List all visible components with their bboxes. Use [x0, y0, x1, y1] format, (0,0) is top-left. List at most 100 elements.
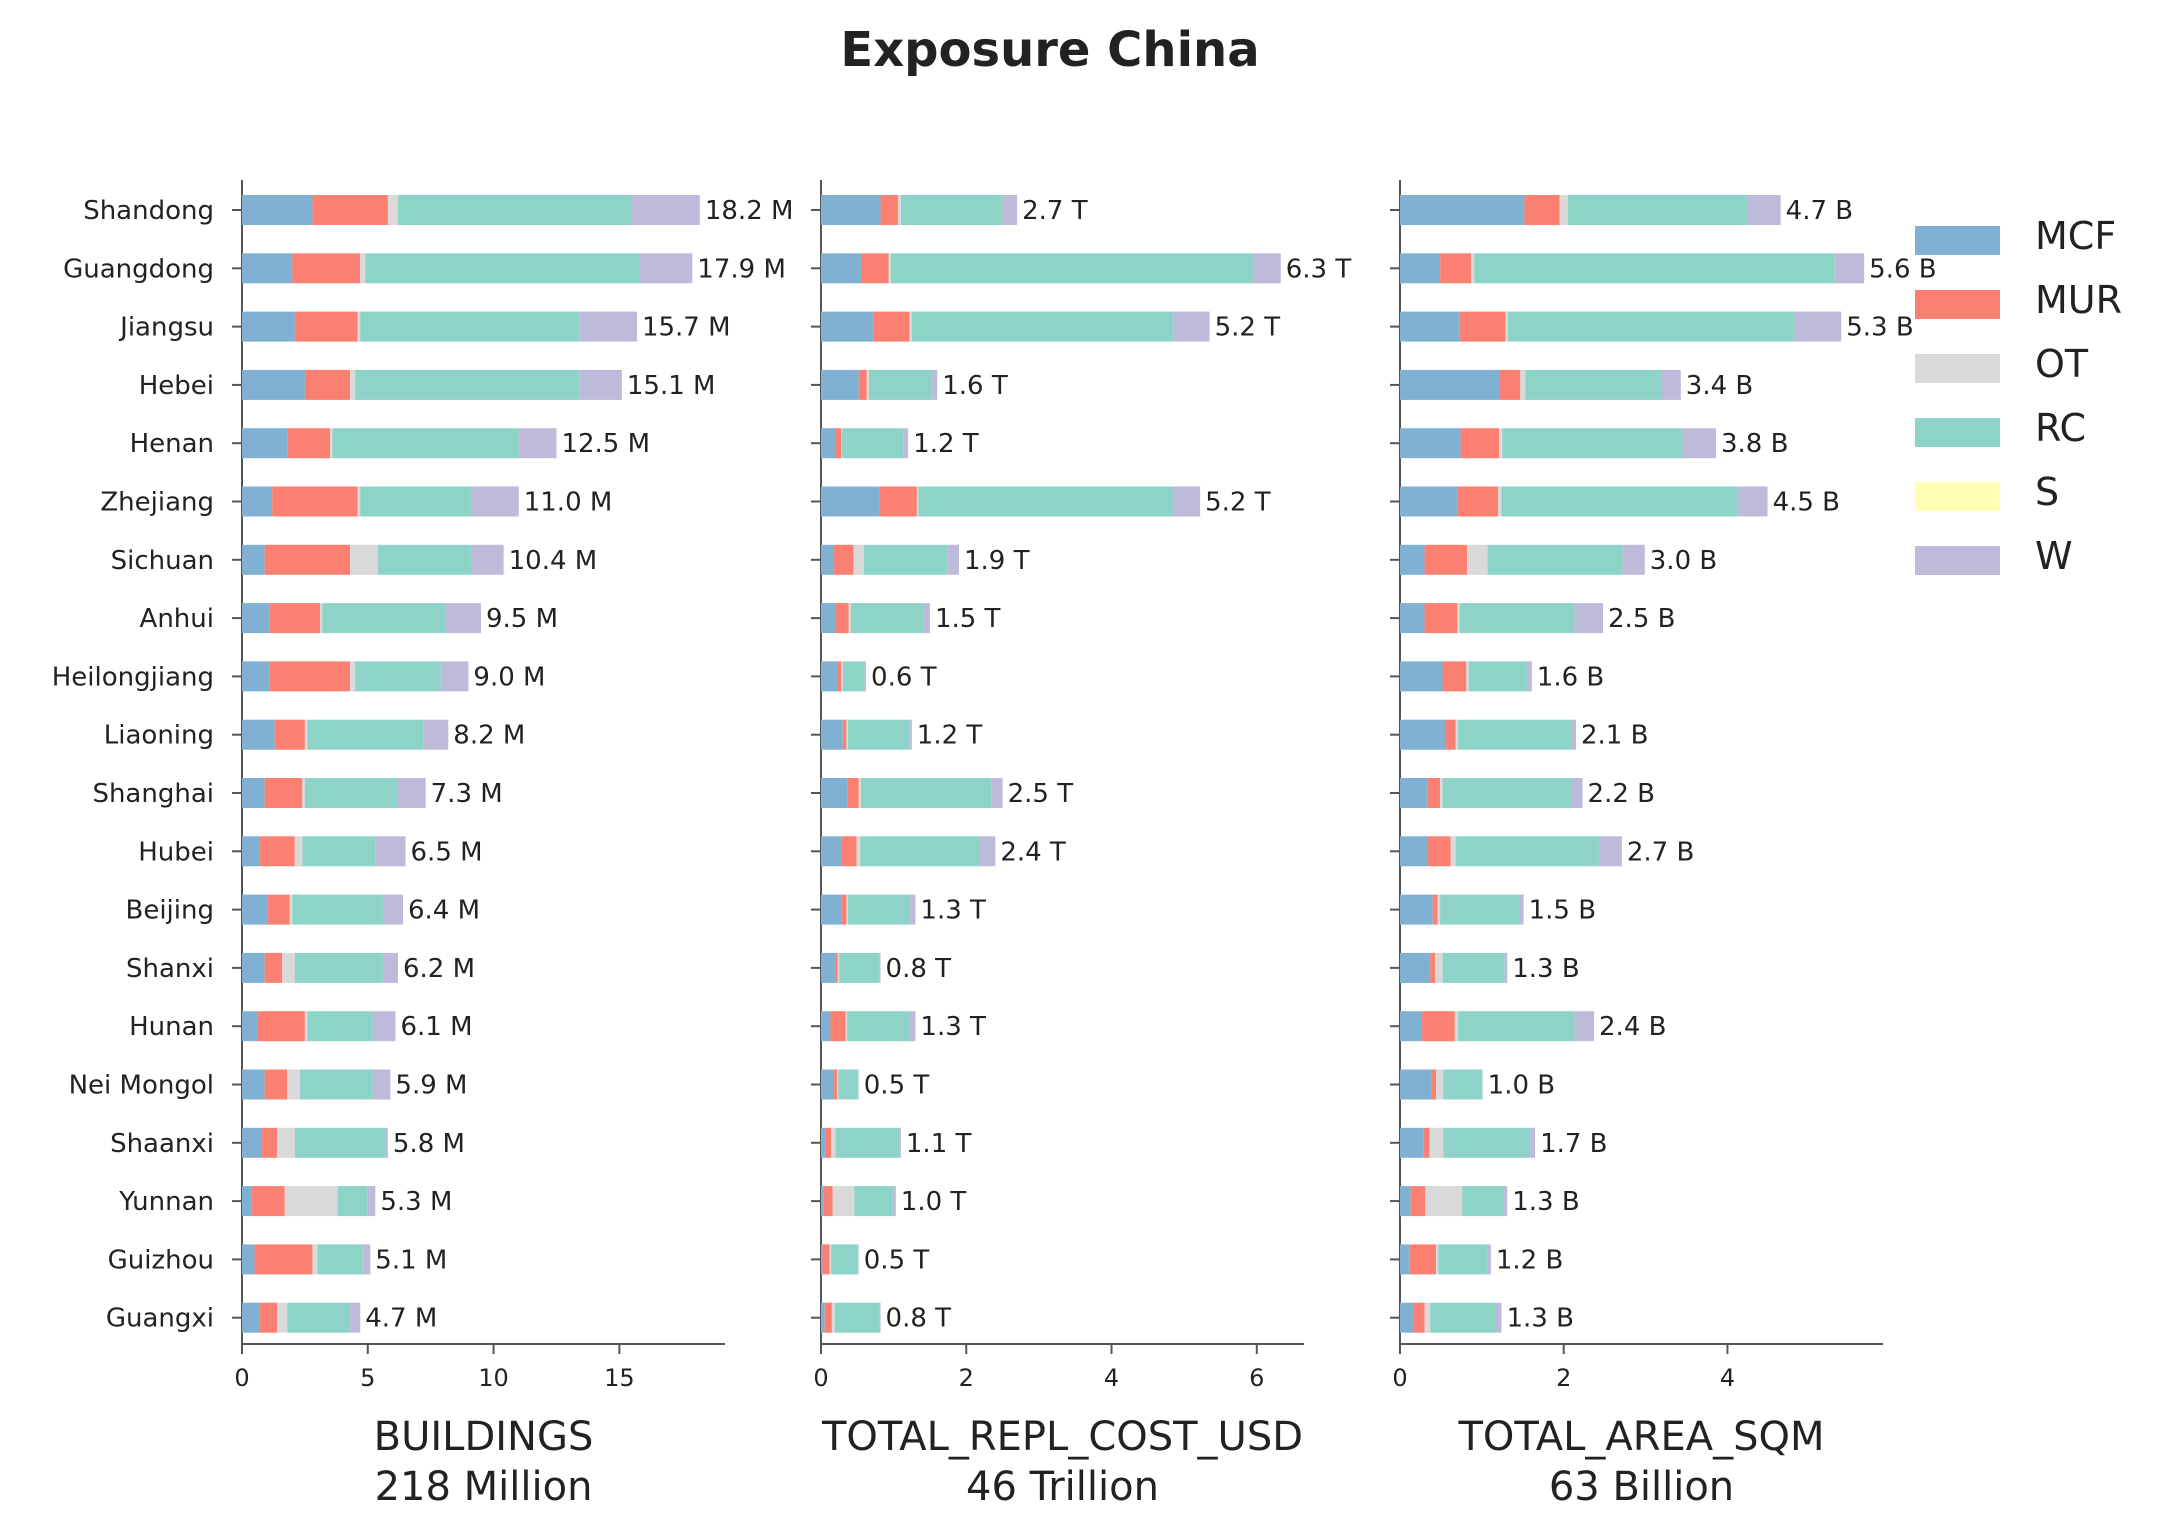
bar-segment-ot — [1450, 836, 1456, 867]
bar-total-label: 1.3 B — [1512, 954, 1579, 984]
bar-segment-ot — [287, 1069, 300, 1100]
bar-segment-w — [470, 544, 504, 575]
bar-total-label: 0.6 T — [871, 662, 937, 692]
bar-segment-ot — [832, 1186, 855, 1217]
x-tick-label: 6 — [1249, 1364, 1264, 1392]
bar-segment-rc — [838, 1069, 858, 1100]
legend-label-ot: OT — [2035, 342, 2089, 386]
bar-segment-mur — [269, 661, 351, 692]
bar-segment-w — [1794, 311, 1842, 342]
y-tick-label: Henan — [130, 429, 214, 459]
bar-total-label: 8.2 M — [453, 721, 525, 751]
bar-segment-ot — [1429, 1127, 1444, 1158]
bar-segment-w — [1253, 253, 1281, 284]
bar-segment-rc — [1501, 486, 1738, 517]
bar-total-label: 5.8 M — [393, 1129, 465, 1159]
bar-segment-mur — [842, 719, 847, 750]
bar-segment-w — [1504, 952, 1508, 983]
bar-segment-mur — [1423, 1127, 1430, 1158]
bar-segment-w — [1598, 836, 1622, 867]
bar-segment-mcf — [1400, 253, 1441, 284]
bar-segment-mcf — [1400, 1244, 1410, 1275]
bar-segment-rc — [863, 544, 948, 575]
bar-total-label: 9.0 M — [473, 662, 545, 692]
bar-total-label: 2.2 B — [1588, 779, 1655, 809]
bar-segment-mcf — [242, 1069, 265, 1100]
bar-segment-rc — [1487, 544, 1623, 575]
bar-segment-rc — [287, 1302, 351, 1333]
legend-label-s: S — [2035, 470, 2060, 514]
bar-segment-mcf — [242, 544, 265, 575]
bar-segment-mcf — [821, 836, 842, 867]
bar-segment-w — [372, 1069, 391, 1100]
bar-segment-mcf — [821, 544, 835, 575]
bar-segment-w — [1622, 544, 1645, 575]
bar-segment-ot — [1505, 311, 1509, 342]
bar-segment-ot — [357, 486, 361, 517]
bar-segment-mur — [1410, 1186, 1426, 1217]
y-tick-label: Hunan — [129, 1012, 214, 1042]
legend-swatch-mcf — [1915, 226, 2000, 255]
bar-segment-mcf — [1400, 1011, 1423, 1042]
bar-segment-mur — [823, 1186, 833, 1217]
bar-segment-ot — [837, 952, 840, 983]
x-tick-label: 4 — [1720, 1364, 1735, 1392]
bar-segment-mur — [822, 1244, 830, 1275]
bar-segment-rc — [847, 719, 910, 750]
bar-segment-ot — [1499, 428, 1503, 459]
bar-segment-ot — [1425, 1186, 1463, 1217]
x-axis-label: BUILDINGS — [374, 1414, 594, 1460]
bar-segment-mcf — [821, 1069, 835, 1100]
bar-segment-rc — [355, 369, 580, 400]
x-tick-label: 0 — [813, 1364, 828, 1392]
bar-segment-mur — [860, 253, 889, 284]
bar-segment-ot — [848, 603, 851, 634]
legend-label-mur: MUR — [2035, 278, 2123, 322]
bar-total-label: 2.7 B — [1627, 837, 1694, 867]
bar-segment-w — [932, 369, 938, 400]
bar-segment-w — [1172, 486, 1201, 517]
bar-segment-mur — [1413, 1302, 1425, 1333]
bar-segment-rc — [299, 1069, 373, 1100]
bar-segment-mcf — [1400, 1302, 1414, 1333]
bar-segment-ot — [304, 719, 308, 750]
bar-segment-mcf — [242, 428, 288, 459]
bar-segment-rc — [1455, 836, 1599, 867]
bar-segment-rc — [854, 1186, 893, 1217]
bar-total-label: 6.4 M — [408, 896, 480, 926]
y-tick-label: Shandong — [83, 196, 214, 226]
bar-segment-mur — [292, 253, 361, 284]
bar-segment-rc — [1438, 1244, 1488, 1275]
bar-segment-mur — [272, 486, 358, 517]
bar-total-label: 17.9 M — [697, 254, 786, 284]
bar-segment-mur — [834, 544, 854, 575]
bar-segment-w — [1571, 719, 1577, 750]
bar-segment-mcf — [242, 952, 265, 983]
bar-total-label: 1.0 T — [901, 1187, 967, 1217]
bar-segment-rc — [1502, 428, 1683, 459]
bar-segment-mur — [879, 486, 917, 517]
bar-segment-mcf — [821, 369, 859, 400]
bar-total-label: 2.7 T — [1022, 196, 1088, 226]
bar-total-label: 6.1 M — [400, 1012, 472, 1042]
bar-segment-ot — [1498, 486, 1502, 517]
bar-segment-ot — [360, 253, 366, 284]
bar-total-label: 1.2 T — [913, 429, 979, 459]
bar-total-label: 1.5 B — [1529, 896, 1596, 926]
bar-segment-ot — [836, 1069, 839, 1100]
bar-segment-w — [980, 836, 996, 867]
bar-segment-w — [1526, 661, 1532, 692]
bar-total-label: 0.8 T — [886, 1304, 952, 1334]
bar-total-label: 1.7 B — [1540, 1129, 1607, 1159]
bar-segment-w — [909, 1011, 916, 1042]
bar-total-label: 5.2 T — [1215, 313, 1281, 343]
y-tick-label: Guizhou — [108, 1245, 214, 1275]
bar-segment-mur — [1440, 253, 1472, 284]
bar-segment-mcf — [242, 1302, 260, 1333]
y-tick-label: Hebei — [139, 371, 214, 401]
bar-segment-mur — [858, 369, 867, 400]
bar-total-label: 5.9 M — [395, 1071, 467, 1101]
bar-segment-ot — [831, 1302, 835, 1333]
bar-segment-mur — [259, 1302, 278, 1333]
bar-segment-mur — [1432, 894, 1438, 925]
